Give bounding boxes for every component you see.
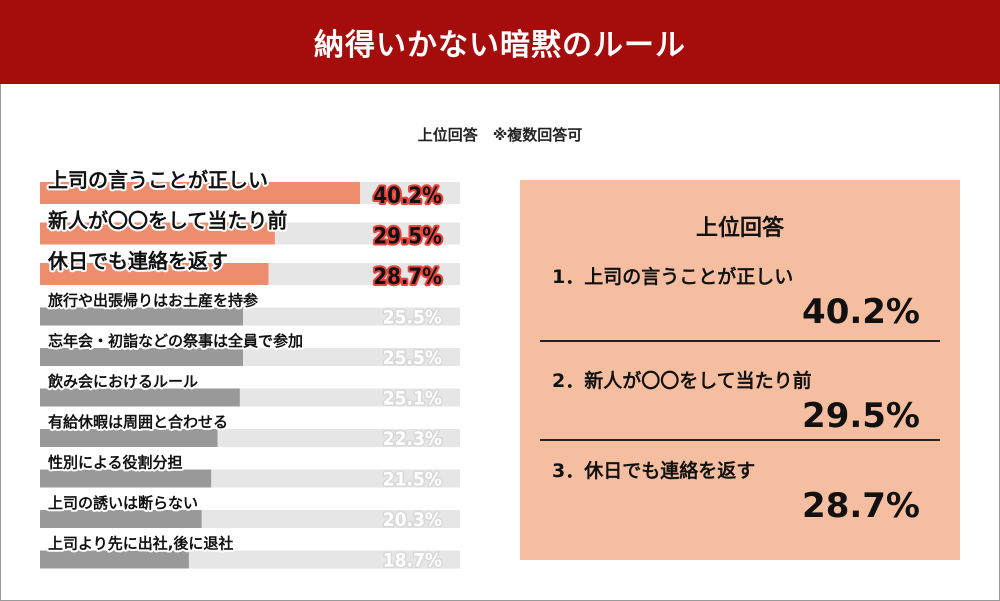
panel-title: 上位回答	[695, 216, 784, 241]
bar-value-label: 25.5%	[383, 347, 442, 369]
bar-value-label: 25.1%	[383, 388, 442, 410]
bar-value-label: 29.5%	[373, 225, 442, 250]
bar	[40, 307, 243, 326]
bar	[40, 182, 360, 204]
bar	[40, 263, 269, 285]
bar	[40, 429, 218, 447]
rank-label: 3．休日でも連絡を返す	[552, 460, 756, 482]
rank-label: 2．新人が〇〇をして当たり前	[552, 370, 812, 392]
top-answers-panel: 上位回答 1．上司の言うことが正しい 40.2% 2．新人が〇〇をして当たり前 …	[520, 180, 960, 560]
bar	[40, 550, 189, 569]
bar-category-label: 上司の誘いは断らない	[48, 494, 198, 512]
bar-value-label: 22.3%	[383, 428, 442, 450]
bar-value-label: 21.5%	[383, 469, 442, 491]
rank-divider	[540, 439, 940, 441]
rank-value: 28.7%	[802, 486, 920, 526]
bar-category-label: 性別による役割分担	[48, 454, 183, 472]
bar-category-label: 有給休暇は周囲と合わせる	[48, 413, 228, 431]
bar-category-label: 新人が〇〇をして当たり前	[48, 209, 287, 233]
bar-category-label: 休日でも連絡を返す	[47, 249, 228, 273]
rank-item-1: 1．上司の言うことが正しい 40.2%	[540, 262, 940, 350]
bar-category-label: 旅行や出張帰りはお土産を持参	[48, 292, 259, 310]
rank-value: 40.2%	[802, 292, 920, 332]
bar-value-label: 25.5%	[383, 307, 442, 329]
chart-title: 納得いかない暗黙のルール	[314, 28, 686, 63]
rank-item-3: 3．休日でも連絡を返す 28.7%	[540, 456, 940, 544]
bar	[40, 510, 202, 528]
bar-category-label: 上司の言うことが正しい	[48, 168, 268, 192]
bar-category-label: 上司より先に出社,後に退社	[48, 535, 233, 553]
rank-divider	[540, 340, 940, 342]
bar-category-label: 飲み会におけるルール	[47, 373, 198, 391]
chart-subtitle: 上位回答 ※複数回答可	[417, 126, 583, 144]
header-banner: 納得いかない暗黙のルール	[0, 0, 1000, 84]
bar	[40, 222, 275, 245]
bar-value-label: 18.7%	[383, 550, 442, 572]
bar	[40, 348, 243, 366]
bar	[40, 388, 240, 407]
bar-value-label: 40.2%	[373, 184, 442, 209]
bar-value-label: 20.3%	[383, 509, 442, 531]
rank-value: 29.5%	[802, 396, 920, 436]
bar-category-label: 忘年会・初詣などの祭事は全員で参加	[48, 332, 303, 350]
rank-label: 1．上司の言うことが正しい	[552, 266, 794, 288]
rank-item-2: 2．新人が〇〇をして当たり前 29.5%	[540, 366, 940, 454]
bar	[40, 469, 212, 488]
bar-value-label: 28.7%	[373, 265, 442, 290]
